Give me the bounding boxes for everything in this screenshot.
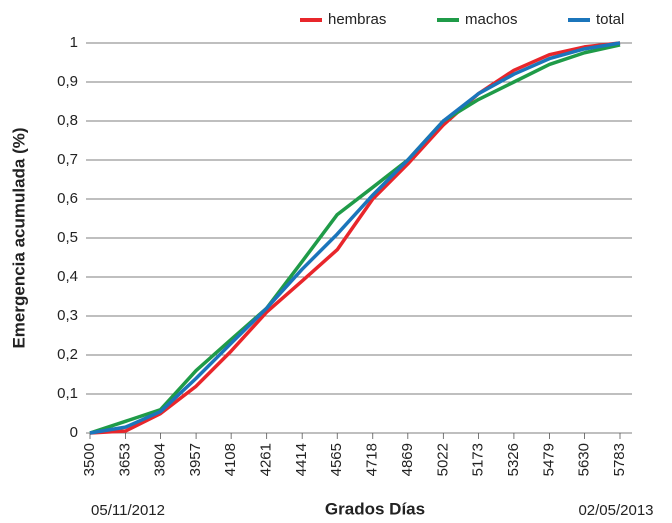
series-line	[89, 41, 621, 435]
x-tick-label: 5173	[469, 443, 486, 476]
y-tick-label: 0,8	[57, 112, 78, 129]
x-tick-label: 4718	[364, 443, 381, 476]
y-tick-label: 0,7	[57, 151, 78, 168]
y-tick-label: 0,5	[57, 229, 78, 246]
x-tick-label: 3500	[81, 443, 98, 476]
y-tick-label: 0,2	[57, 346, 78, 363]
y-axis-title: Emergencia acumulada (%)	[9, 127, 28, 348]
x-tick-label: 4108	[222, 443, 239, 476]
x-tick-label: 4565	[328, 443, 345, 476]
y-tick-label: 0,3	[57, 307, 78, 324]
x-axis-title: Grados Días	[325, 499, 425, 518]
x-tick-label: 5479	[540, 443, 557, 476]
y-tick-label: 0,1	[57, 385, 78, 402]
x-tick-label: 4261	[258, 443, 275, 476]
x-tick-label: 5783	[611, 443, 628, 476]
start-date: 05/11/2012	[91, 502, 165, 519]
series-line	[89, 43, 621, 435]
x-tick-label: 4869	[399, 443, 416, 476]
x-tick-label: 3804	[152, 443, 169, 476]
legend-label: hembras	[328, 11, 386, 28]
x-tick-label: 3653	[116, 443, 133, 476]
x-tick-label: 5630	[575, 443, 592, 476]
x-tick-label: 3957	[187, 443, 204, 476]
y-tick-label: 0,4	[57, 268, 78, 285]
y-tick-label: 0,9	[57, 73, 78, 90]
y-tick-label: 0	[70, 424, 78, 441]
x-tick-label: 4414	[293, 443, 310, 476]
y-tick-label: 0,6	[57, 190, 78, 207]
y-tick-label: 1	[70, 34, 78, 51]
x-tick-label: 5326	[505, 443, 522, 476]
legend-label: machos	[465, 11, 518, 28]
legend-label: total	[596, 11, 624, 28]
x-tick-label: 5022	[434, 443, 451, 476]
end-date: 02/05/2013	[578, 502, 653, 519]
series-line	[89, 41, 621, 435]
